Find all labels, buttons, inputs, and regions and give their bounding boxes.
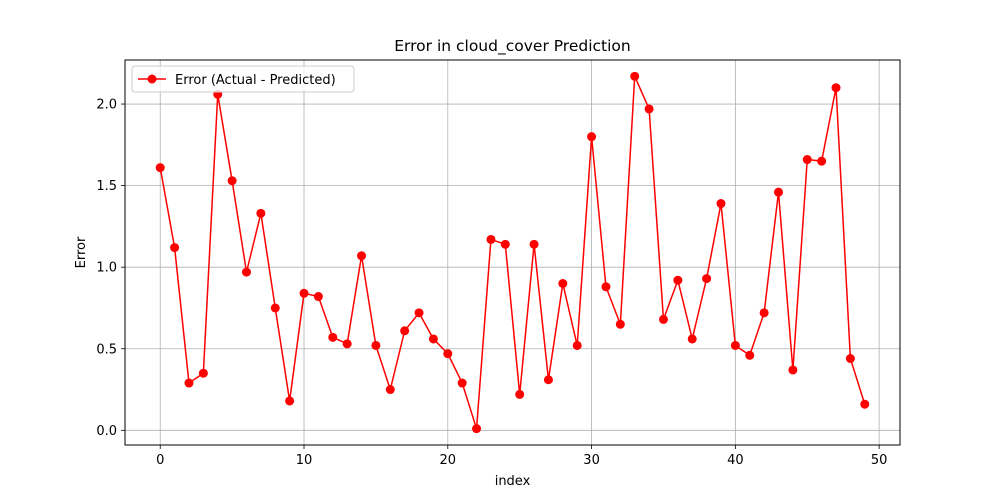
data-point (428, 334, 438, 344)
data-point (687, 334, 697, 344)
data-point (601, 282, 611, 292)
series-line (159, 75, 866, 430)
data-point (716, 199, 726, 209)
data-point (170, 243, 180, 253)
chart-title: Error in cloud_cover Prediction (394, 37, 631, 56)
data-point (802, 155, 812, 165)
data-point (515, 389, 525, 399)
data-point (587, 132, 597, 142)
data-point (342, 339, 352, 349)
x-tick-label: 40 (727, 453, 744, 468)
x-axis-label: index (495, 474, 531, 489)
data-point (500, 239, 510, 249)
data-point (472, 424, 482, 434)
data-point (658, 314, 668, 324)
x-tick-label: 20 (440, 453, 457, 468)
series-layer (155, 71, 870, 434)
x-tick-label: 10 (296, 453, 313, 468)
data-point (443, 349, 453, 359)
y-tick-label: 0.0 (96, 424, 117, 439)
legend-marker-swatch (147, 74, 157, 84)
data-point (630, 71, 640, 81)
data-point (328, 332, 338, 342)
data-point (558, 278, 568, 288)
data-point (299, 288, 309, 298)
y-tick-label: 1.0 (96, 261, 117, 276)
x-tick-label: 0 (156, 453, 164, 468)
data-point (745, 350, 755, 360)
data-point (270, 303, 280, 313)
data-point (817, 156, 827, 166)
data-point (400, 326, 410, 336)
data-point (357, 251, 367, 261)
plot-frame (124, 59, 901, 446)
data-point (241, 267, 251, 277)
data-point (759, 308, 769, 318)
y-axis-label: Error (74, 236, 89, 268)
data-point (371, 340, 381, 350)
data-point (673, 275, 683, 285)
data-point (730, 340, 740, 350)
data-point (184, 378, 194, 388)
x-tick-label: 50 (871, 453, 888, 468)
data-point (615, 319, 625, 329)
data-point (860, 399, 870, 409)
data-point (831, 83, 841, 93)
y-tick-label: 2.0 (96, 98, 117, 113)
data-point (572, 340, 582, 350)
x-tick-label: 30 (583, 453, 600, 468)
data-point (313, 292, 323, 302)
data-point (644, 104, 654, 114)
legend-box (131, 65, 355, 93)
data-point (155, 163, 165, 173)
data-point (285, 396, 295, 406)
legend: Error (Actual - Predicted) (131, 65, 355, 93)
y-tick-label: 1.5 (96, 179, 117, 194)
data-point (256, 208, 266, 218)
axis-ticks: 0 10 20 30 40 50 0.0 0.5 1.0 1.5 2.0 (96, 98, 887, 468)
data-point (529, 239, 539, 249)
data-point (845, 354, 855, 364)
data-point (543, 375, 553, 385)
data-point (227, 176, 237, 186)
data-point (414, 308, 424, 318)
data-point (774, 187, 784, 197)
legend-entry-label: Error (Actual - Predicted) (175, 73, 336, 88)
y-tick-label: 0.5 (96, 342, 117, 357)
data-point (788, 365, 798, 375)
grid-lines (125, 60, 900, 445)
data-point (385, 385, 395, 395)
data-point (198, 368, 208, 378)
data-point (457, 378, 467, 388)
data-point (486, 234, 496, 244)
data-point (702, 274, 712, 284)
